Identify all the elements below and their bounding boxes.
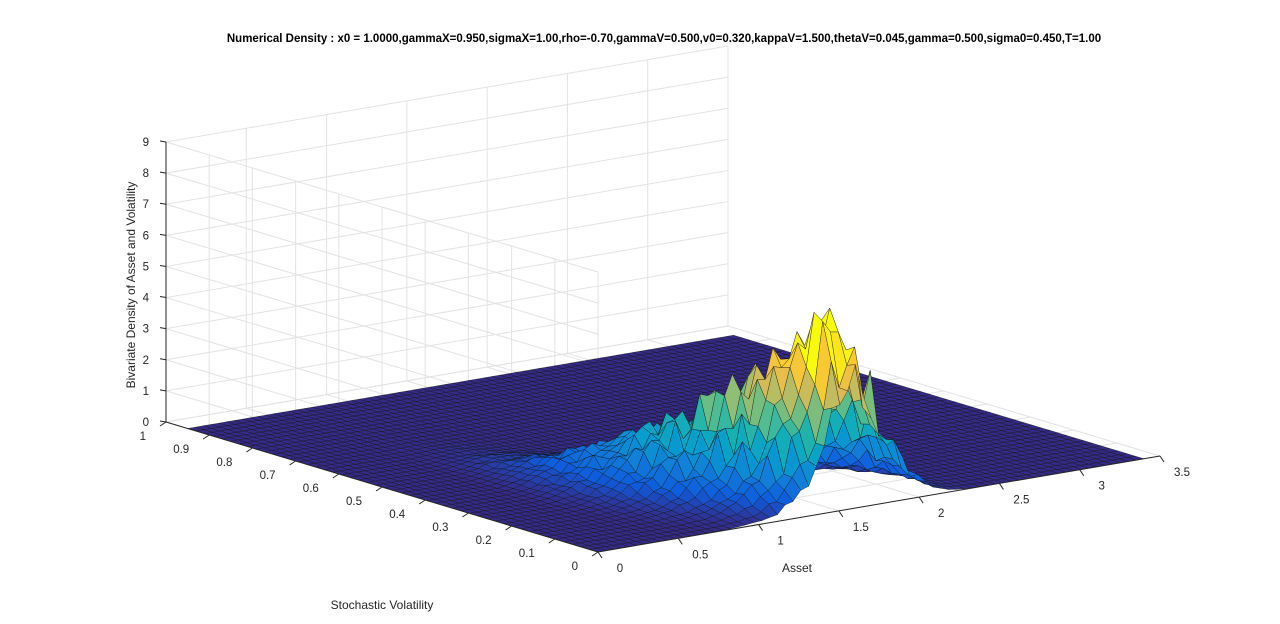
z-tick-label: 8 (143, 168, 149, 180)
x-tick-label: 0 (617, 563, 623, 575)
y-tick-label: 0 (572, 561, 578, 573)
z-tick-mark (159, 327, 167, 330)
z-tick-label: 5 (143, 261, 149, 273)
x-axis-label: Asset (782, 561, 813, 575)
z-tick-mark (159, 140, 167, 143)
x-tick-mark (838, 510, 844, 518)
y-tick-mark (375, 486, 383, 492)
z-tick-mark (159, 389, 167, 392)
z-tick-label: 3 (143, 324, 149, 336)
z-grid-line-back (165, 169, 729, 267)
z-grid-line-back (165, 107, 729, 205)
z-tick-label: 9 (143, 137, 149, 149)
x-axis-line (597, 455, 1161, 553)
tick-labels: 0 0.5 1 1.5 2 2.5 3 3.5 0 0.1 0.2 0.3 0.4 0.5 0.6 0.7 0.… (140, 137, 1190, 575)
y-tick-mark (505, 525, 512, 531)
z-grid-line-back (165, 263, 729, 361)
y-tick-mark (591, 551, 599, 557)
z-tick-label: 1 (143, 386, 149, 398)
z-grid-line-back (165, 232, 729, 330)
chart-title: Numerical Density : x0 = 1.0000,gammaX=0… (227, 33, 1101, 45)
y-tick-mark (159, 421, 167, 427)
x-tick-label: 3.5 (1174, 467, 1190, 479)
x-tick-label: 0.5 (692, 549, 708, 561)
z-tick-mark (159, 171, 167, 174)
z-tick-mark (159, 296, 167, 299)
z-grid-line-back (165, 294, 729, 392)
z-tick-label: 0 (143, 417, 149, 429)
y-tick-label: 0.2 (476, 535, 492, 547)
x-tick-mark (758, 524, 763, 531)
y-tick-label: 0.6 (303, 483, 319, 495)
x-tick-label: 1.5 (853, 522, 869, 534)
y-grid-line-floor (165, 325, 729, 423)
y-tick-label: 0.9 (173, 444, 189, 456)
z-grid-line-back (165, 201, 729, 299)
x-tick-mark (677, 538, 683, 545)
y-tick-label: 0.4 (389, 509, 406, 521)
y-tick-mark (462, 512, 469, 518)
y-tick-mark (289, 460, 296, 466)
y-axis-label: Stochastic Volatility (331, 598, 434, 612)
z-tick-label: 7 (143, 199, 149, 211)
y-tick-mark (418, 499, 426, 505)
x-tick-label: 1 (777, 536, 783, 548)
y-tick-label: 0.7 (260, 470, 276, 482)
x-tick-mark (918, 496, 924, 504)
z-tick-mark (159, 264, 167, 267)
y-tick-mark (332, 473, 340, 479)
x-tick-mark (597, 551, 603, 559)
x-tick-label: 2 (938, 508, 944, 520)
z-tick-label: 4 (143, 293, 150, 305)
z-grid-line-back (165, 138, 729, 236)
z-tick-label: 6 (143, 230, 149, 242)
x-tick-label: 2.5 (1013, 494, 1029, 506)
y-tick-label: 1 (140, 431, 146, 443)
x-tick-mark (999, 483, 1004, 490)
x-tick-mark (1159, 455, 1165, 463)
x-tick-mark (1079, 469, 1085, 476)
x-tick-label: 3 (1099, 481, 1105, 493)
z-tick-mark (159, 358, 167, 361)
z-tick-label: 2 (143, 355, 149, 367)
z-grid-line-back (165, 76, 729, 174)
density-surface (187, 307, 1144, 553)
z-axis-label: Bivariate Density of Asset and Volatilit… (124, 182, 138, 389)
y-tick-mark (246, 447, 253, 453)
y-tick-label: 0.8 (216, 457, 232, 469)
z-tick-mark (159, 202, 167, 205)
y-tick-mark (548, 538, 556, 544)
z-tick-mark (159, 420, 167, 423)
y-tick-label: 0.3 (432, 522, 448, 534)
y-tick-label: 0.1 (519, 548, 535, 560)
y-tick-mark (202, 434, 210, 440)
z-tick-mark (159, 233, 167, 236)
z-grid-line-back (165, 45, 729, 143)
y-tick-label: 0.5 (346, 496, 362, 508)
